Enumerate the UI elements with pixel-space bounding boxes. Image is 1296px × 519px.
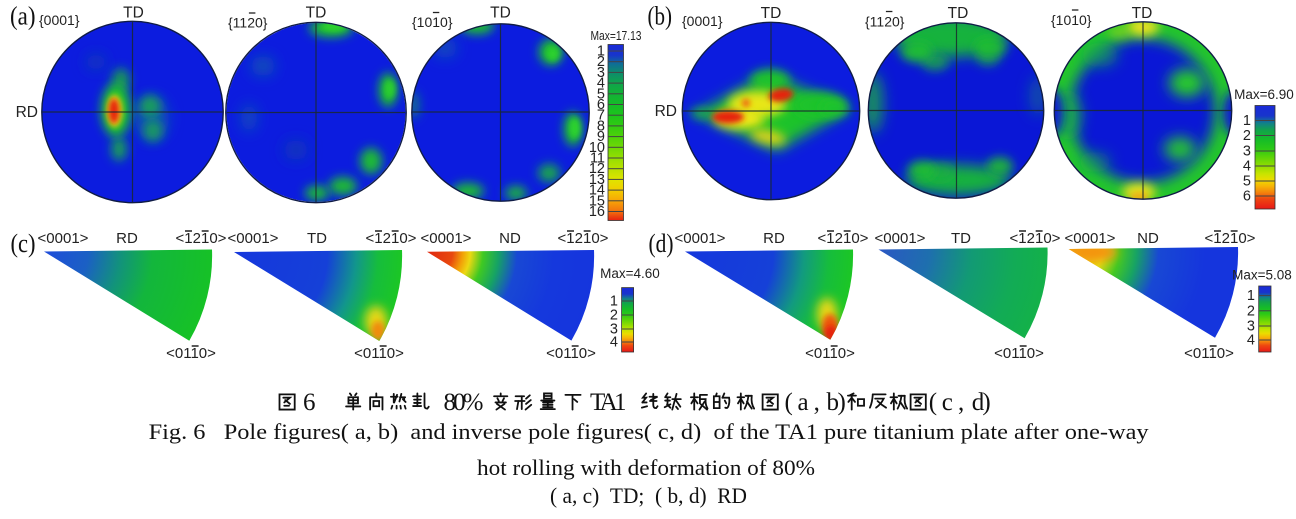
svg-text:4: 4 [610, 335, 618, 351]
svg-text:(d): (d) [649, 229, 674, 258]
svg-text:(: ( [785, 389, 793, 416]
svg-text:5: 5 [1243, 174, 1251, 190]
svg-text:2: 2 [1247, 303, 1255, 319]
svg-text:15: 15 [589, 193, 605, 209]
svg-text:): ) [982, 389, 990, 416]
svg-text:3: 3 [610, 322, 618, 338]
svg-text:<0110>: <0110> [1184, 345, 1234, 362]
svg-text:(c): (c) [11, 229, 36, 258]
svg-text:80%: 80% [444, 389, 484, 416]
svg-text:<0001>: <0001> [675, 230, 726, 247]
svg-text:(b): (b) [648, 2, 673, 31]
svg-text:4: 4 [1247, 333, 1255, 349]
svg-text:hot rolling with deformation o: hot rolling with deformation of 80% [477, 455, 815, 480]
svg-text:( a, c) TD; ( b, d) RD: ( a, c) TD; ( b, d) RD [550, 483, 747, 508]
svg-text:TD: TD [307, 230, 327, 247]
svg-text:Fig. 6 Pole figures( a, b): Fig. 6 Pole figures( a, b) and inverse p… [149, 419, 1150, 444]
svg-text:<1210>: <1210> [558, 230, 609, 247]
svg-text:<0110>: <0110> [994, 345, 1044, 362]
svg-text:RD: RD [655, 103, 677, 120]
svg-text:3: 3 [597, 65, 605, 81]
svg-text:11: 11 [590, 151, 605, 167]
svg-text:{1120}: {1120} [228, 15, 268, 31]
svg-text:<0001>: <0001> [228, 230, 279, 247]
svg-text:9: 9 [597, 129, 605, 145]
svg-text:Max=17.13: Max=17.13 [591, 28, 642, 43]
svg-text:<0110>: <0110> [166, 345, 216, 362]
svg-text:16: 16 [589, 204, 605, 220]
svg-text:a: a [798, 389, 809, 416]
svg-text:1: 1 [1247, 288, 1255, 304]
svg-text:Max=6.90: Max=6.90 [1234, 87, 1294, 102]
svg-text:RD: RD [116, 230, 138, 247]
svg-text:3: 3 [1247, 319, 1255, 335]
svg-text:4: 4 [597, 76, 605, 92]
svg-text:14: 14 [589, 183, 605, 199]
svg-text:RD: RD [16, 104, 38, 121]
svg-text:RD: RD [763, 230, 785, 247]
svg-text:<0110>: <0110> [354, 345, 404, 362]
svg-text:TD: TD [123, 5, 144, 22]
svg-text:c: c [942, 389, 953, 416]
svg-text:<0001>: <0001> [38, 230, 89, 247]
svg-text:{1010}: {1010} [412, 14, 453, 30]
svg-text:6: 6 [303, 389, 316, 416]
svg-text:{0001}: {0001} [682, 13, 723, 29]
svg-text:3: 3 [1243, 144, 1251, 160]
svg-text:6: 6 [1243, 189, 1251, 205]
svg-text:TD: TD [306, 5, 327, 22]
svg-text:TD: TD [1132, 5, 1153, 22]
svg-text:): ) [838, 389, 846, 416]
svg-text:<0110>: <0110> [805, 345, 855, 362]
svg-text:4: 4 [1243, 159, 1251, 175]
svg-text:13: 13 [589, 172, 605, 188]
svg-text:<0110>: <0110> [546, 345, 596, 362]
svg-text:5: 5 [597, 86, 605, 102]
svg-text:d: d [972, 389, 985, 416]
svg-text:1: 1 [1243, 113, 1251, 129]
svg-text:<1210>: <1210> [176, 230, 227, 247]
svg-text:2: 2 [597, 54, 605, 70]
svg-text:10: 10 [589, 140, 605, 156]
svg-text:1: 1 [610, 294, 618, 310]
svg-text:Max=5.08: Max=5.08 [1232, 268, 1292, 283]
svg-text:b: b [827, 389, 840, 416]
svg-text:(: ( [929, 389, 937, 416]
svg-text:<1210>: <1210> [1205, 230, 1256, 247]
svg-text:7: 7 [597, 108, 605, 124]
svg-text:ND: ND [1137, 230, 1159, 247]
svg-text:{0001}: {0001} [39, 12, 80, 28]
svg-text:<0001>: <0001> [421, 230, 472, 247]
svg-text:2: 2 [1243, 128, 1251, 144]
svg-text:TD: TD [948, 5, 969, 22]
svg-text:2: 2 [610, 308, 618, 324]
svg-text:<1210>: <1210> [1010, 230, 1061, 247]
svg-text:6: 6 [597, 97, 605, 113]
svg-text:TD: TD [761, 5, 782, 22]
svg-text:TA1: TA1 [590, 389, 627, 416]
svg-text:TD: TD [951, 230, 971, 247]
svg-text:ND: ND [499, 230, 521, 247]
svg-text:(a): (a) [10, 2, 36, 31]
svg-text:,: , [814, 389, 820, 416]
svg-text:{1120}: {1120} [865, 14, 905, 30]
svg-text:<1210>: <1210> [366, 230, 417, 247]
svg-text:<0001>: <0001> [875, 230, 926, 247]
svg-text:{1010}: {1010} [1051, 12, 1092, 28]
svg-text:8: 8 [597, 118, 605, 134]
svg-text:12: 12 [589, 161, 605, 177]
svg-text:Max=4.60: Max=4.60 [600, 266, 660, 281]
svg-text:1: 1 [597, 44, 605, 60]
svg-text:TD: TD [490, 5, 511, 22]
svg-text:<1210>: <1210> [818, 230, 869, 247]
svg-text:,: , [958, 389, 964, 416]
svg-text:<0001>: <0001> [1065, 230, 1116, 247]
